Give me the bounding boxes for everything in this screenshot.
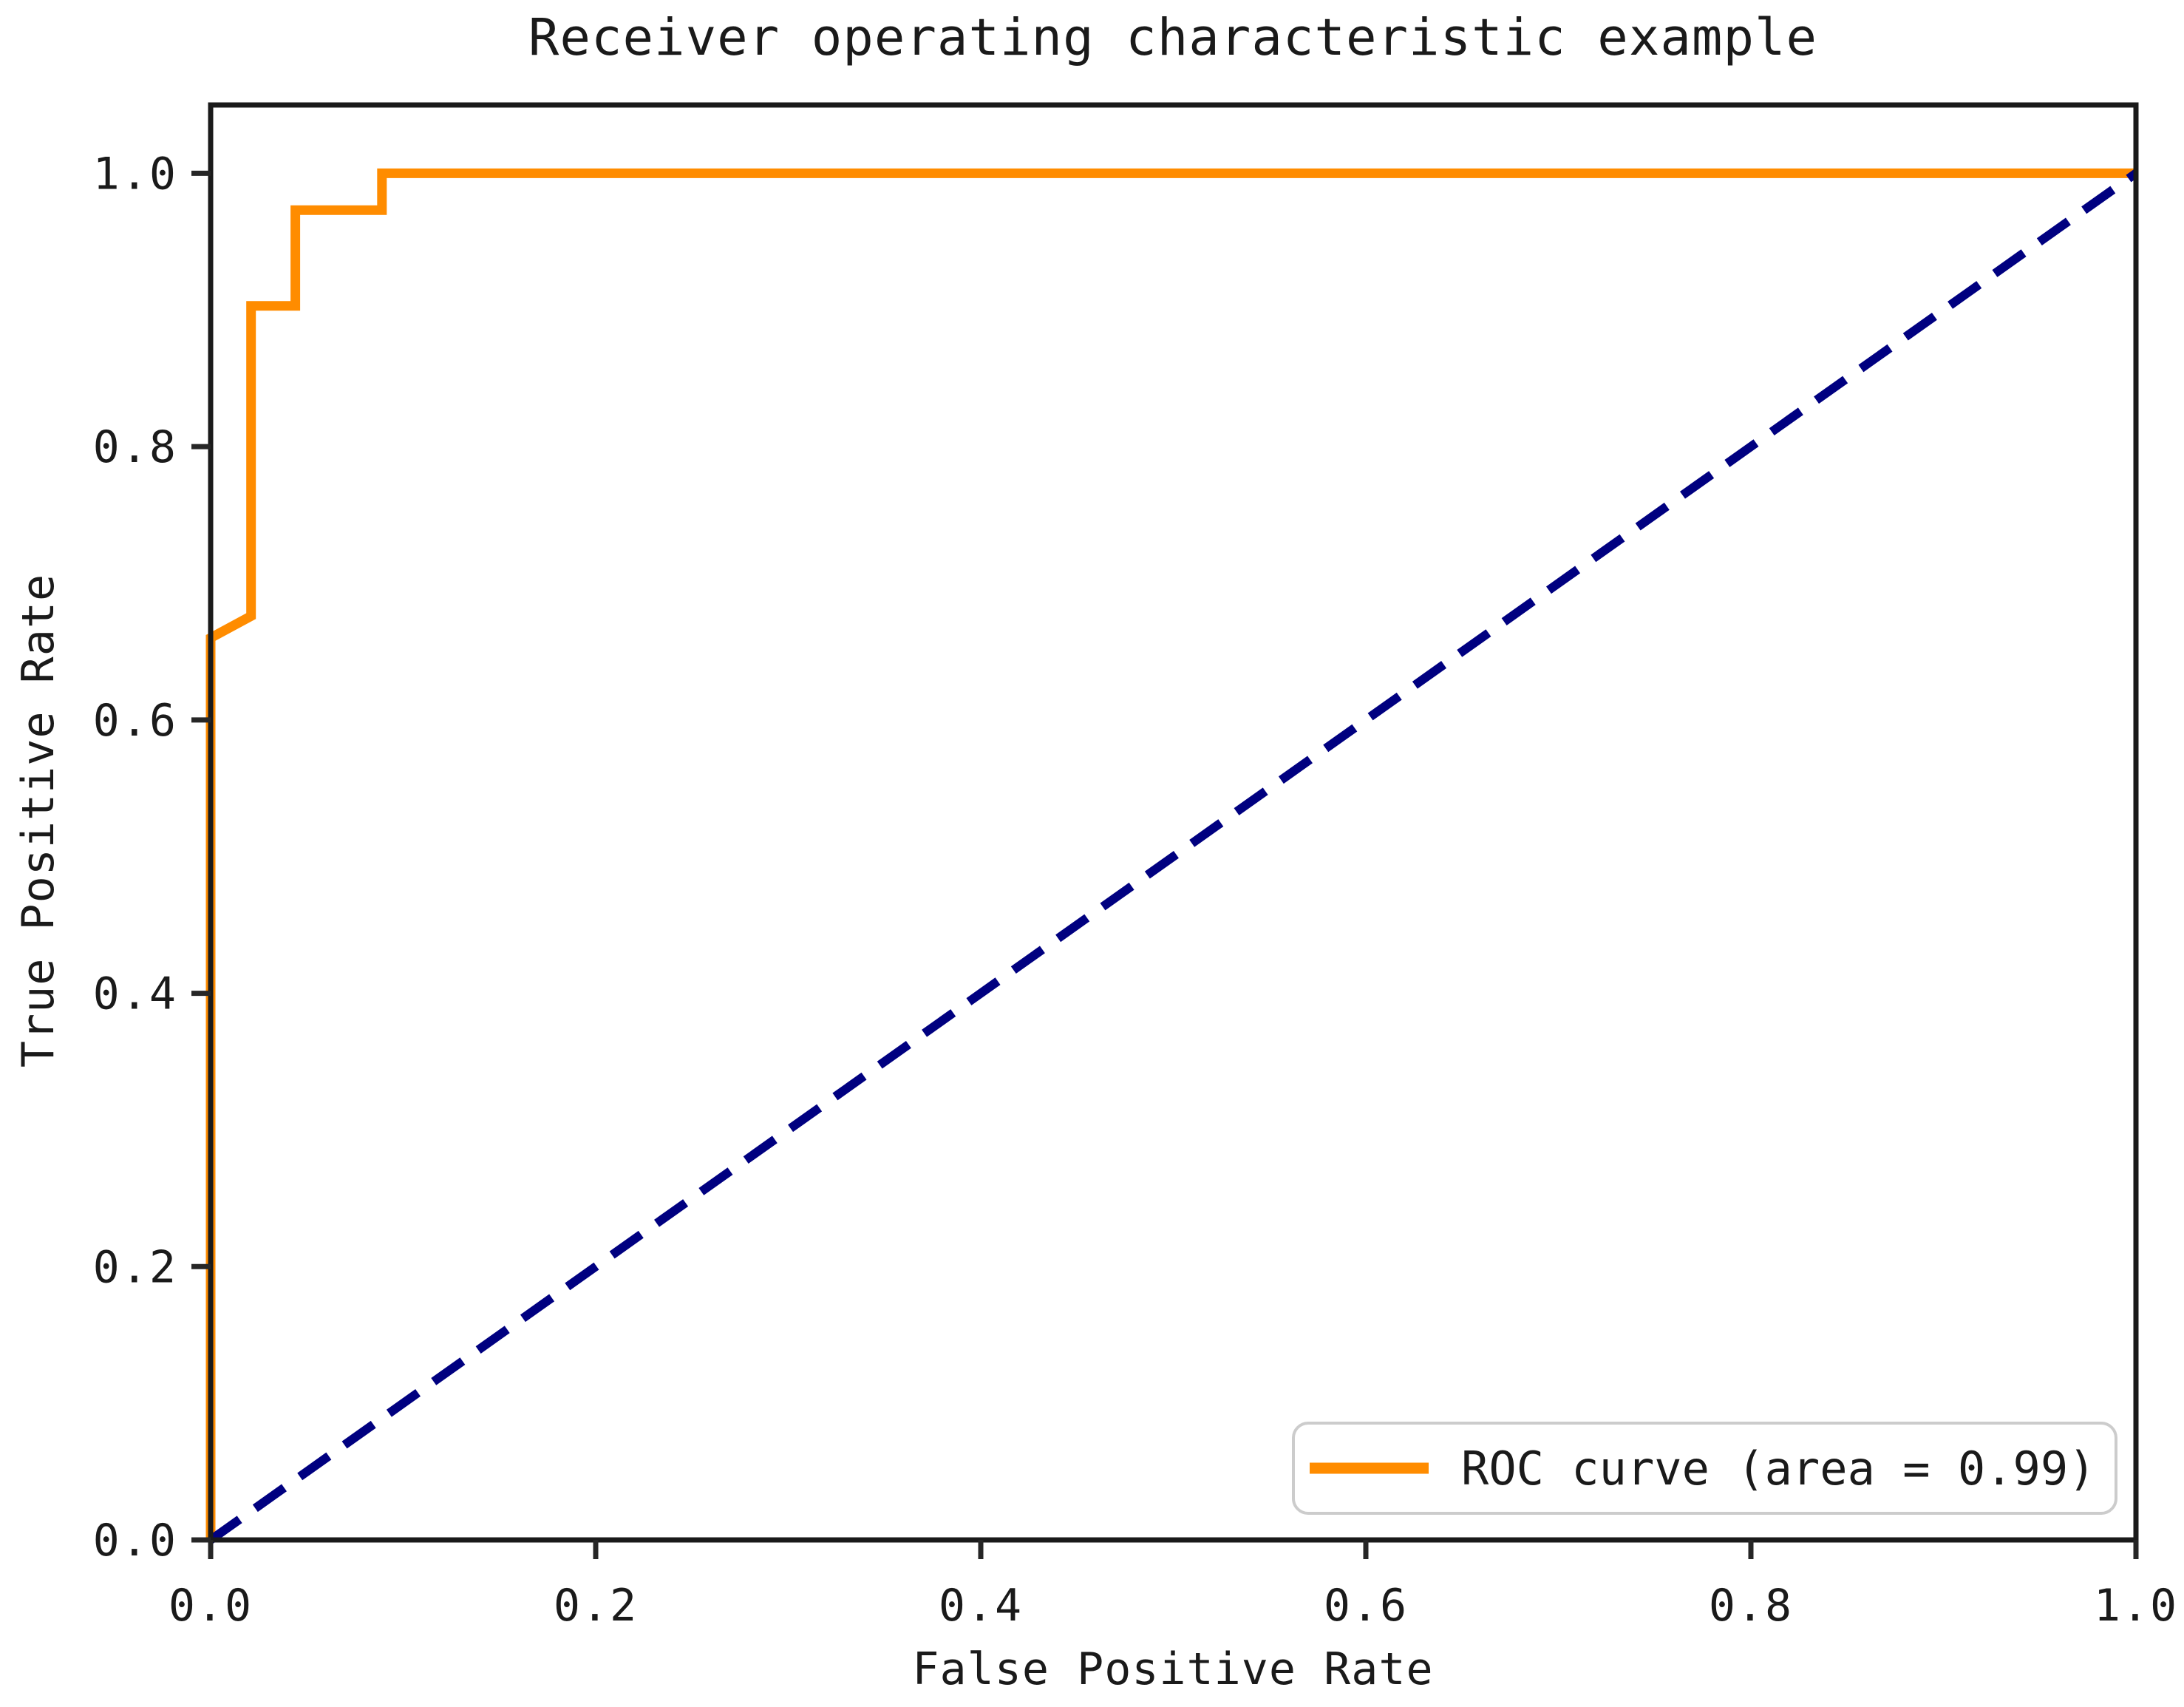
x-tick-label: 0.8 <box>1709 1580 1793 1632</box>
legend-box <box>1292 1422 2117 1515</box>
y-tick-label: 0.8 <box>93 421 177 473</box>
x-axis: 0.0 0.2 0.4 0.6 0.8 1.0 <box>169 1540 2178 1632</box>
x-axis-label: False Positive Rate <box>912 1643 1433 1695</box>
x-tick-label: 0.0 <box>169 1580 253 1632</box>
y-axis-label: True Positive Rate <box>13 574 64 1068</box>
y-axis: 0.0 0.2 0.4 0.6 0.8 1.0 <box>93 148 211 1567</box>
x-tick-label: 0.4 <box>939 1580 1023 1632</box>
y-tick-label: 0.0 <box>93 1515 177 1567</box>
y-tick-label: 0.6 <box>93 695 177 747</box>
y-tick-label: 1.0 <box>93 148 177 200</box>
y-tick-label: 0.4 <box>93 968 177 1020</box>
x-tick-label: 1.0 <box>2094 1580 2178 1632</box>
y-tick-label: 0.2 <box>93 1241 177 1293</box>
legend-label: ROC curve (area = 0.99) <box>1461 1442 2096 1496</box>
x-tick-label: 0.6 <box>1324 1580 1408 1632</box>
roc-curve-line <box>205 168 2136 1540</box>
x-tick-label: 0.2 <box>554 1580 638 1632</box>
chart-title: Receiver operating characteristic exampl… <box>528 8 1817 67</box>
legend: ROC curve (area = 0.99) <box>1292 1422 2117 1515</box>
plot-border <box>208 102 2139 1543</box>
series-group <box>205 168 2139 1544</box>
chance-diagonal-line <box>208 169 2139 1544</box>
